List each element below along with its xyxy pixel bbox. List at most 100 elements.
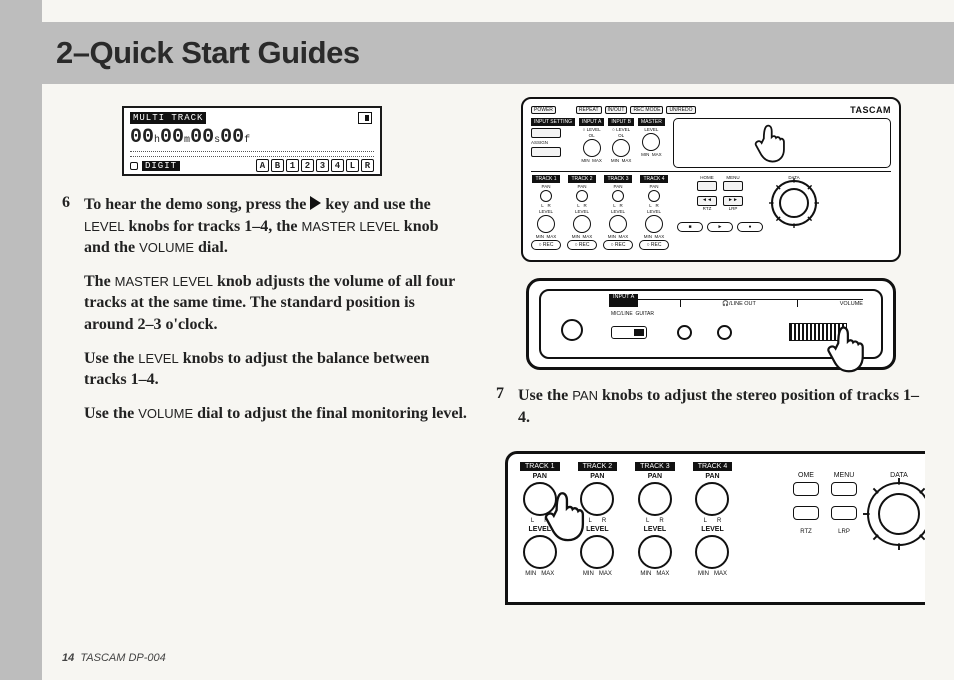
figure-device-top: POWER REPEAT IN/OUT REC MODE UN/REDO TAS… (496, 96, 926, 263)
inout-button: IN/OUT (605, 106, 628, 114)
title-bar: 2–Quick Start Guides (42, 22, 954, 84)
input-b-knob (612, 139, 630, 157)
left-column: MULTI TRACK 00h00m00s00f DIGIT A B 1 2 3 (62, 96, 468, 640)
figure-tracks-closeup: TRACK 1 PAN L R LEVEL MIN MAX TRACK 2 PA… (496, 450, 926, 606)
assign-btn (531, 147, 561, 157)
page-margin-bar (0, 0, 42, 680)
pan-knob (638, 482, 672, 516)
master-label: MASTER (638, 118, 665, 126)
step-body: To hear the demo song, press the key and… (84, 194, 468, 436)
assign-label: ASSIGN (531, 140, 575, 145)
track-label: TRACK 4 (693, 462, 733, 471)
level-knob (638, 535, 672, 569)
input-b-label: INPUT B (608, 118, 634, 126)
lcd-frames: 00 (220, 126, 244, 149)
track-label: TRACK 4 (640, 175, 667, 183)
ff-button (831, 506, 857, 520)
pan-knob (612, 190, 624, 202)
page-number: 14 (62, 652, 74, 664)
step-6: 6 To hear the demo song, press the key a… (62, 194, 468, 436)
sd-card-icon (358, 112, 372, 124)
level-knob (695, 535, 729, 569)
input-a-label: INPUT A (579, 118, 604, 126)
step-number: 6 (62, 194, 76, 436)
track-label: TRACK 3 (604, 175, 631, 183)
lcd-slot: 3 (316, 159, 329, 172)
lcd-slot: B (271, 159, 284, 172)
unredo-button: UN/REDO (666, 106, 695, 114)
pan-knob (648, 190, 660, 202)
rec-btn: ○ REC (567, 240, 597, 250)
hand-pointer-icon (748, 117, 794, 163)
lineout-label: 🎧/LINE OUT (722, 301, 756, 307)
lcd-slot: 1 (286, 159, 299, 172)
record-button: ● (737, 222, 763, 232)
lcd-minutes: 00 (160, 126, 184, 149)
lineout-jack (717, 325, 732, 340)
power-button: POWER (531, 106, 556, 114)
track-label: TRACK 3 (635, 462, 675, 471)
hand-pointer-icon (819, 317, 875, 373)
lcd-digit-label: DIGIT (142, 161, 180, 171)
level-knob (537, 215, 555, 233)
input-a-header: INPUT A (609, 294, 638, 307)
lcd-slot: 4 (331, 159, 344, 172)
ff-button: ►► (723, 196, 743, 206)
step-body: Use the PAN knobs to adjust the stereo p… (518, 385, 926, 440)
lcd-slot: L (346, 159, 359, 172)
lcd-seconds: 00 (190, 126, 214, 149)
input-jack (561, 319, 583, 341)
brand-label: TASCAM (850, 105, 891, 115)
recmode-button: REC MODE (630, 106, 663, 114)
play-icon (310, 196, 321, 210)
page-title: 2–Quick Start Guides (56, 35, 360, 71)
right-column: POWER REPEAT IN/OUT REC MODE UN/REDO TAS… (496, 96, 926, 640)
level-knob (573, 215, 591, 233)
pan-knob (695, 482, 729, 516)
tracks-closeup-panel: TRACK 1 PAN L R LEVEL MIN MAX TRACK 2 PA… (505, 451, 925, 605)
volume-label: VOLUME (840, 301, 863, 307)
pan-knob (540, 190, 552, 202)
lcd-hours: 00 (130, 126, 154, 149)
lcd-slot: R (361, 159, 374, 172)
input-a-knob (583, 139, 601, 157)
lcd-meter-row (130, 151, 374, 157)
menu-button (831, 482, 857, 496)
home-button (697, 181, 717, 191)
rec-btn: ○ REC (531, 240, 561, 250)
home-button (793, 482, 819, 496)
figure-device-side: INPUT A 🎧/LINE OUT VOLUME MIC/LINE GUITA… (496, 277, 926, 371)
lcd-screen: MULTI TRACK 00h00m00s00f DIGIT A B 1 2 3 (122, 106, 382, 176)
rew-button (793, 506, 819, 520)
track-label: TRACK 1 (520, 462, 560, 471)
page-footer: 14 TASCAM DP-004 (62, 652, 166, 664)
phones-jack (677, 325, 692, 340)
play-button: ► (707, 222, 733, 232)
lcd-cursor-icon (130, 162, 138, 170)
lcd-slot: 2 (301, 159, 314, 172)
lcd-slot: A (256, 159, 269, 172)
input-setting-btn (531, 128, 561, 138)
stop-button: ■ (677, 222, 703, 232)
rew-button: ◄◄ (697, 196, 717, 206)
menu-button (723, 181, 743, 191)
step-7: 7 Use the PAN knobs to adjust the stereo… (496, 385, 926, 440)
repeat-button: REPEAT (576, 106, 602, 114)
pan-knob (576, 190, 588, 202)
lcd-mode-badge: MULTI TRACK (130, 112, 206, 124)
lcd-timecode: 00h00m00s00f (130, 124, 374, 151)
step-number: 7 (496, 385, 510, 440)
device-side-panel: INPUT A 🎧/LINE OUT VOLUME MIC/LINE GUITA… (526, 278, 896, 370)
track-label: TRACK 2 (568, 175, 595, 183)
data-wheel (867, 482, 925, 546)
rec-btn: ○ REC (639, 240, 669, 250)
track-label: TRACK 2 (578, 462, 618, 471)
device-top-panel: POWER REPEAT IN/OUT REC MODE UN/REDO TAS… (521, 97, 901, 262)
level-knob (609, 215, 627, 233)
footer-model: TASCAM DP-004 (80, 652, 165, 664)
track-label: TRACK 1 (532, 175, 559, 183)
content-area: MULTI TRACK 00h00m00s00f DIGIT A B 1 2 3 (62, 96, 926, 640)
input-setting-label: INPUT SETTING (531, 118, 575, 126)
rec-btn: ○ REC (603, 240, 633, 250)
hand-pointer-icon (536, 482, 596, 542)
